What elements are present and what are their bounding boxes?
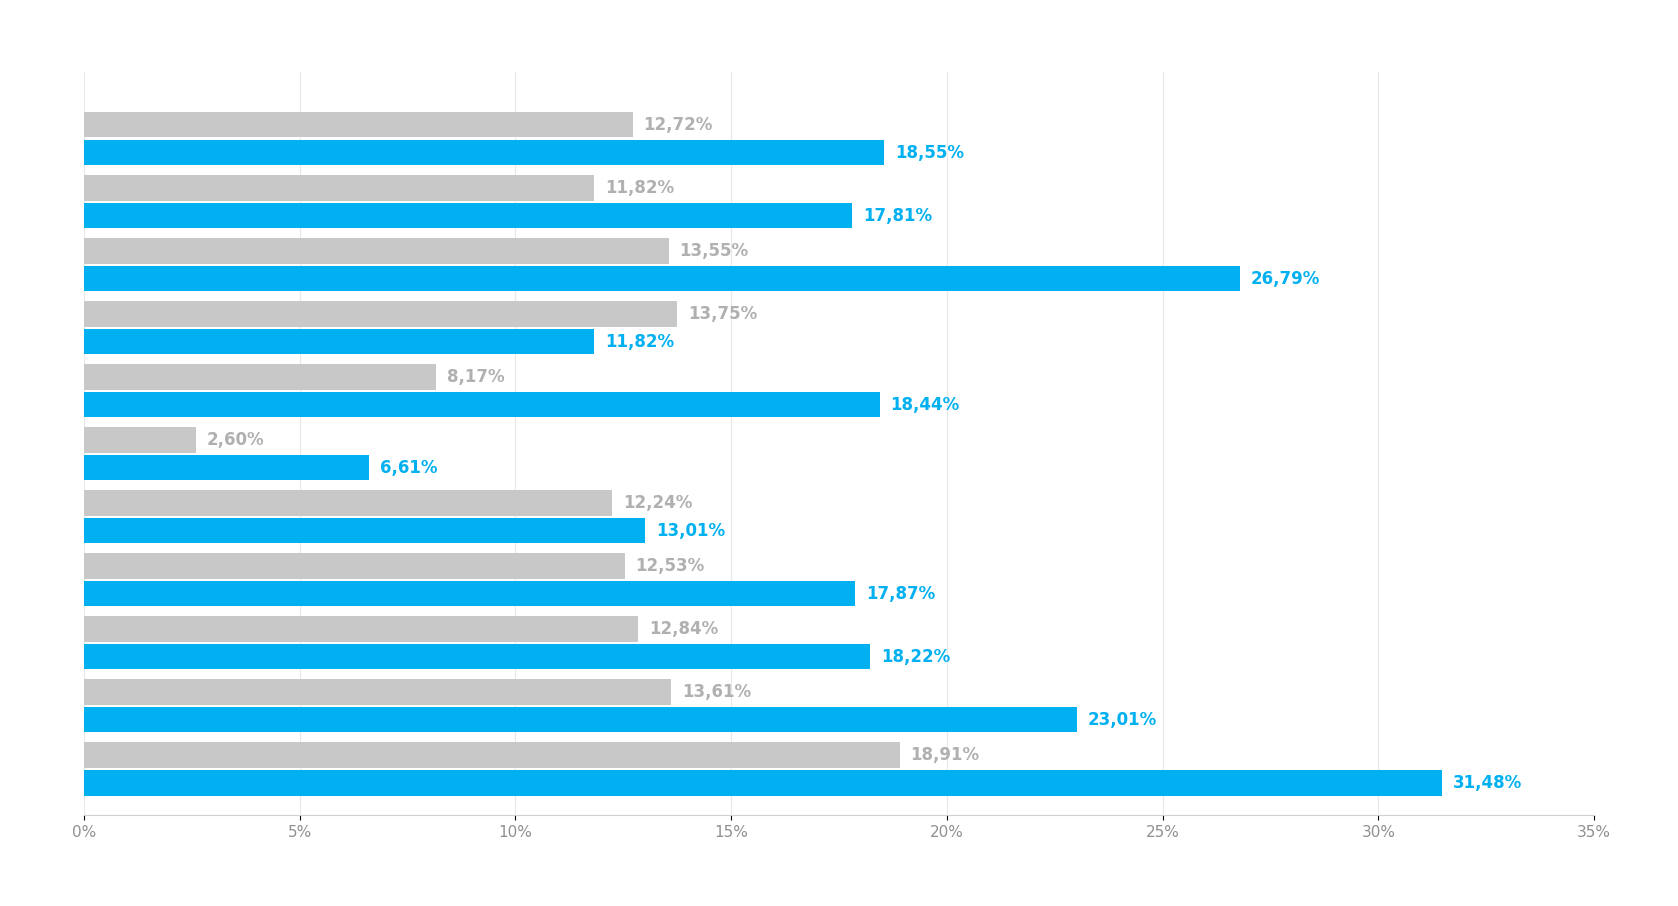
Bar [84,428,196,453]
Bar [84,175,594,200]
Bar [84,680,671,705]
Text: 6,61%: 6,61% [379,458,438,477]
Bar [84,770,1441,795]
Text: 2,60%: 2,60% [206,431,265,449]
Text: 12,24%: 12,24% [623,494,693,512]
Text: 18,91%: 18,91% [911,746,980,764]
Bar [84,302,678,326]
Bar [84,238,668,264]
Bar [84,112,633,138]
Bar [84,266,1240,292]
Text: 26,79%: 26,79% [1250,270,1321,288]
Bar [84,742,899,767]
Bar [84,329,594,354]
Bar [84,644,871,670]
Text: 13,55%: 13,55% [680,242,748,260]
Bar [84,455,369,480]
Text: 12,72%: 12,72% [644,116,713,134]
Bar [84,554,624,579]
Text: 18,55%: 18,55% [894,144,965,162]
Text: 18,44%: 18,44% [891,396,960,414]
Text: 18,22%: 18,22% [881,648,950,666]
Bar [84,203,852,228]
Text: 31,48%: 31,48% [1453,774,1522,792]
Bar [84,518,646,544]
Text: 11,82%: 11,82% [604,333,675,351]
Bar [84,392,879,418]
Bar [84,616,638,641]
Bar [84,364,436,390]
Text: 23,01%: 23,01% [1087,711,1156,729]
Text: 12,53%: 12,53% [636,557,705,575]
Text: 13,75%: 13,75% [688,305,757,323]
Text: 11,82%: 11,82% [604,178,675,197]
Bar [84,582,856,606]
Bar [84,140,884,165]
Text: 13,01%: 13,01% [656,522,725,540]
Text: 17,87%: 17,87% [866,585,935,602]
Text: 13,61%: 13,61% [681,683,752,701]
Text: 12,84%: 12,84% [649,620,718,638]
Bar [84,490,612,516]
Text: 8,17%: 8,17% [448,368,505,386]
Bar [84,708,1077,732]
Text: 17,81%: 17,81% [862,207,933,225]
